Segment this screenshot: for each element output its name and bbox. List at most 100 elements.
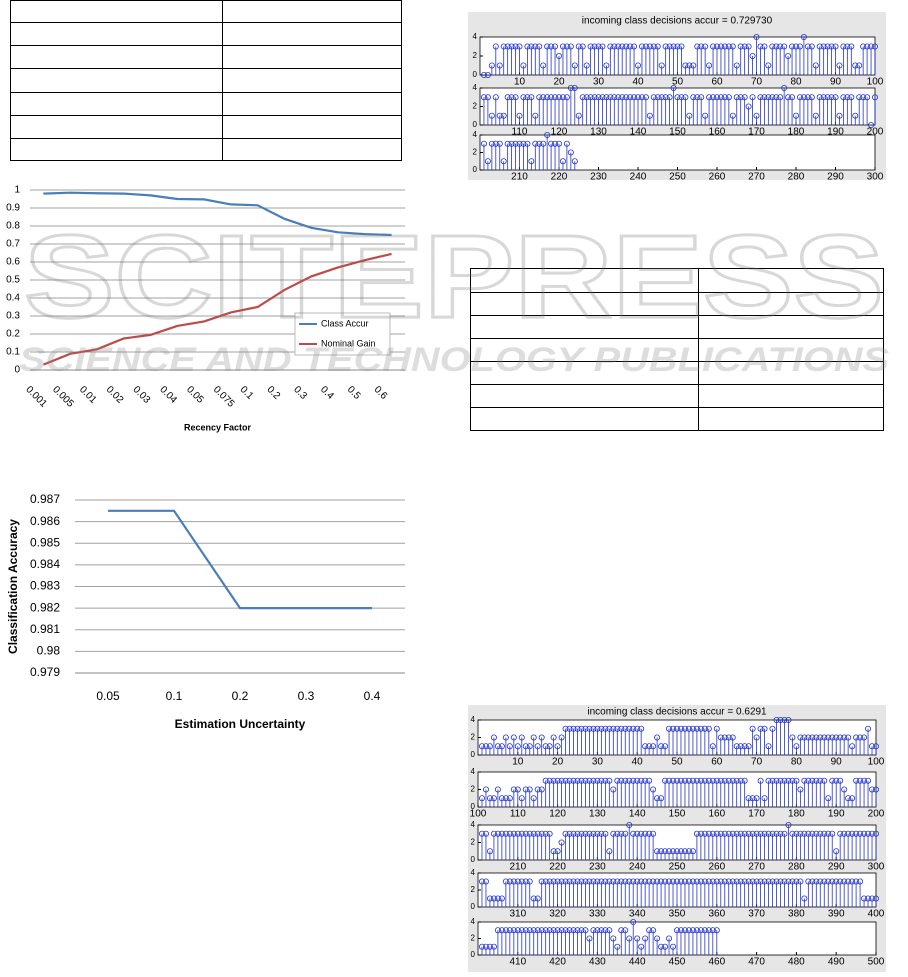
stem-marker	[583, 94, 590, 101]
stem	[514, 927, 521, 955]
stem-marker	[534, 743, 541, 750]
stem-marker	[702, 43, 709, 50]
x-tick-label: 490	[828, 957, 845, 968]
stem	[812, 62, 819, 75]
stem-marker	[548, 94, 555, 101]
stem	[518, 927, 525, 955]
stem-marker	[590, 927, 597, 934]
stem-marker	[856, 94, 863, 101]
stem	[506, 830, 513, 860]
stem-marker	[670, 777, 677, 784]
stem-marker	[697, 830, 704, 837]
stem	[615, 43, 622, 75]
stem-marker	[522, 786, 529, 793]
stem	[873, 743, 880, 755]
stem-marker	[832, 43, 839, 50]
stem-marker	[498, 743, 505, 750]
stem	[686, 112, 693, 125]
stem-marker	[804, 94, 811, 101]
stem-marker	[570, 927, 577, 934]
stem	[610, 878, 617, 907]
stem	[781, 85, 788, 125]
stem	[820, 43, 827, 75]
stem-marker	[757, 777, 764, 784]
stem-marker	[737, 830, 744, 837]
stem	[773, 717, 780, 755]
stem	[536, 43, 543, 75]
stem	[713, 777, 720, 807]
stem-marker	[504, 94, 511, 101]
stem	[757, 43, 764, 75]
stem	[733, 743, 740, 755]
stem	[498, 830, 505, 860]
stem-marker	[844, 94, 851, 101]
stem-marker	[530, 795, 537, 802]
stem	[693, 777, 700, 807]
x-tick-label: 460	[708, 957, 725, 968]
stem	[610, 830, 617, 860]
stem-marker	[530, 734, 537, 741]
stem	[650, 94, 657, 125]
x-tick-label: 270	[748, 862, 765, 873]
stem-marker	[793, 878, 800, 885]
stem	[578, 725, 585, 755]
stem-marker	[804, 43, 811, 50]
stem	[638, 43, 645, 75]
stem	[522, 743, 529, 755]
stem-marker	[496, 140, 503, 147]
x-tick-label: 0.5	[345, 384, 363, 402]
stem-marker	[587, 94, 594, 101]
stem-marker	[622, 830, 629, 837]
stem-marker	[498, 895, 505, 902]
stem	[717, 734, 724, 755]
stem	[563, 94, 570, 125]
x-tick-label: 220	[551, 172, 568, 183]
stem	[753, 112, 760, 125]
y-tick-label: 0.3	[6, 311, 20, 322]
stem-marker	[650, 927, 657, 934]
stem-marker	[765, 830, 772, 837]
stem-marker	[733, 878, 740, 885]
stem-marker	[800, 94, 807, 101]
stem	[658, 743, 665, 755]
stem	[678, 43, 685, 75]
stem	[594, 830, 601, 860]
stem	[817, 830, 824, 860]
stem	[820, 94, 827, 125]
stem-marker	[853, 777, 860, 784]
stem	[714, 43, 721, 75]
stem-marker	[512, 140, 519, 147]
stem	[753, 830, 760, 860]
stem-marker	[829, 734, 836, 741]
stem-marker	[856, 62, 863, 69]
stem-marker	[591, 43, 598, 50]
stem	[526, 878, 533, 907]
x-tick-label: 70	[751, 77, 763, 88]
y-tick-label: 2	[473, 148, 478, 157]
stem	[619, 43, 626, 75]
stem-marker	[638, 943, 645, 950]
stem	[599, 43, 606, 75]
stem-marker	[845, 830, 852, 837]
stem-marker	[709, 927, 716, 934]
stem	[638, 943, 645, 955]
stem-marker	[833, 878, 840, 885]
stem	[868, 43, 875, 75]
stem-marker	[662, 848, 669, 855]
stem	[587, 94, 594, 125]
y-tick-label: 0	[473, 165, 478, 174]
stem	[623, 94, 630, 125]
stem-marker	[646, 777, 653, 784]
x-tick-label: 310	[509, 909, 526, 920]
stem	[562, 878, 569, 907]
stem-marker	[765, 62, 772, 69]
stem	[590, 777, 597, 807]
stem	[729, 43, 736, 75]
stem-marker	[737, 743, 744, 750]
stem	[697, 878, 704, 907]
stem-marker	[502, 927, 509, 934]
stem-marker	[821, 830, 828, 837]
stem-marker	[646, 743, 653, 750]
stem-marker	[518, 795, 525, 802]
x-tick-label: 200	[868, 809, 885, 820]
